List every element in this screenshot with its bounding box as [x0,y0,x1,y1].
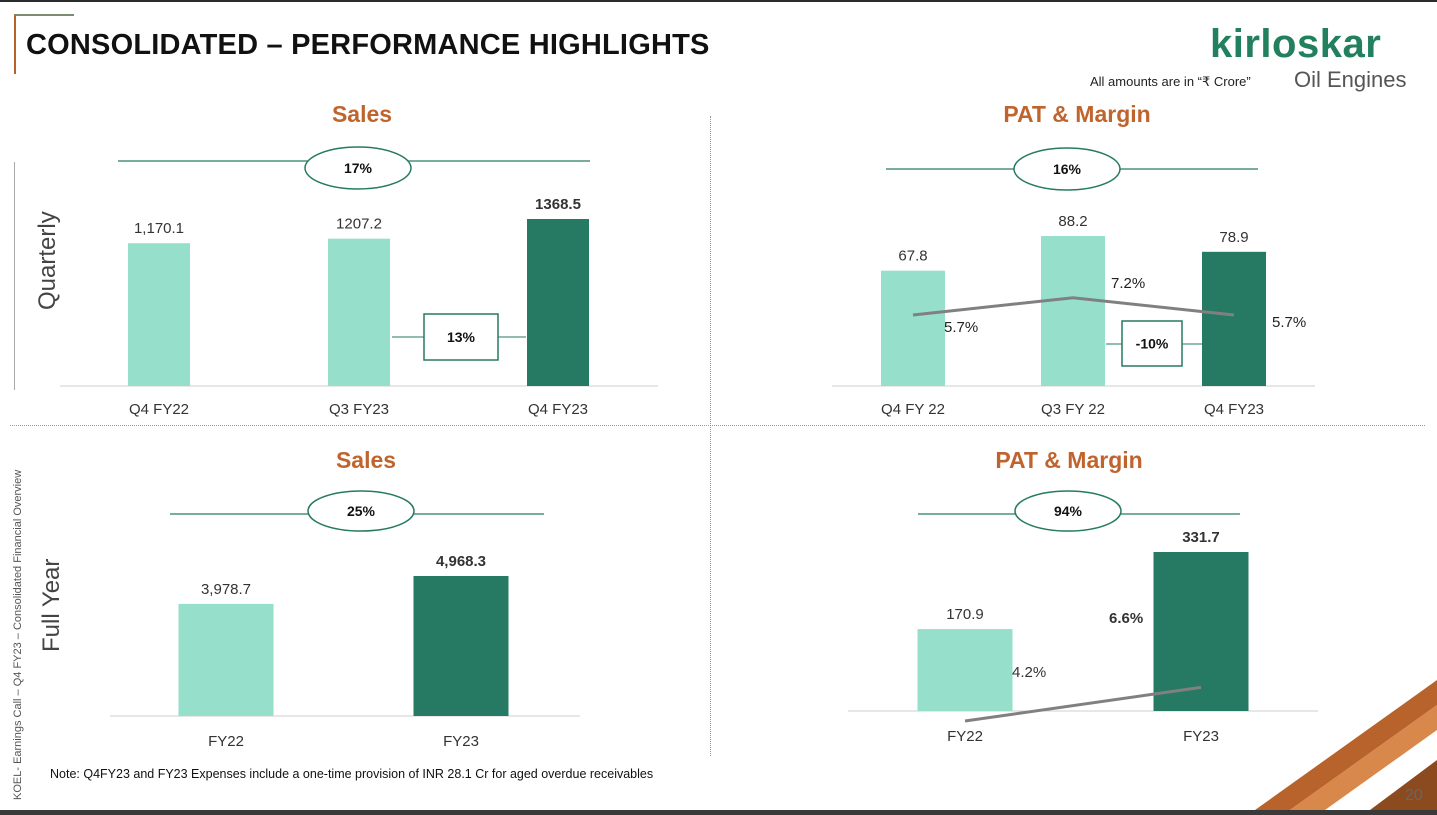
pat-quarterly-margin-label: 5.7% [944,319,978,336]
pat-quarterly-margin-label: 7.2% [1111,275,1145,292]
footnote: Note: Q4FY23 and FY23 Expenses include a… [50,767,654,781]
sales-quarterly-x-tick-label: Q4 FY23 [528,401,588,418]
sales-quarterly-growth-label: 17% [344,160,373,176]
pat-fy-margin-line [964,685,1202,723]
logo-subtitle: Oil Engines [1294,67,1407,92]
pat-quarterly-value-label: 67.8 [898,248,927,265]
sales-quarterly-x-tick-label: Q4 FY22 [129,401,189,418]
amounts-note: All amounts are in “₹ Crore” [1090,74,1251,89]
sales-fy-bar [413,576,509,716]
pat-fy-growth-ellipse [1014,490,1122,532]
page-title: CONSOLIDATED – PERFORMANCE HIGHLIGHTS [26,29,710,61]
pat-quarterly-value-label: 78.9 [1219,229,1248,246]
pat-quarterly-seq-label: -10% [1136,336,1169,352]
pat-quarterly-bar [1041,236,1105,386]
pat-fy-bar [917,629,1013,711]
pat-fy-x-tick-label: FY22 [947,728,983,745]
pat-quarterly-growth-label: 16% [1053,161,1082,177]
row-separator-line [14,162,15,390]
pat-fy-growth-label: 94% [1054,503,1083,519]
sales-quarterly-bar [328,238,390,386]
sales-quarterly-value-label: 1,170.1 [134,220,184,237]
sales-quarterly-growth-ellipse [304,146,412,190]
vertical-divider [710,116,711,756]
sales-quarterly-value-label: 1368.5 [535,196,581,213]
pat-quarterly-x-tick-label: Q4 FY 22 [881,401,945,418]
pat-quarterly-growth-ellipse [1013,147,1121,191]
sales-fy-x-tick-label: FY22 [208,733,244,750]
title-accent [14,14,74,74]
sales-fy-growth-label: 25% [347,503,376,519]
pat-fy-bar [1153,552,1249,711]
pat-quarterly-title: PAT & Margin [1003,101,1150,127]
horizontal-divider [10,425,1425,426]
pat-quarterly-bar [881,270,945,386]
top-rule [0,0,1437,2]
pat-quarterly-x-tick-label: Q3 FY 22 [1041,401,1105,418]
sales-quarterly-bar [128,243,190,386]
bottom-rule [0,810,1437,815]
pat-fy-margin-label: 4.2% [1012,664,1046,681]
sales-fy-bar [178,603,274,716]
logo-text: kirloskar [1210,22,1382,66]
sales-quarterly-title: Sales [332,101,392,127]
pat-quarterly-x-tick-label: Q4 FY23 [1204,401,1264,418]
sales-quarterly-seq-box [423,313,499,361]
sales-fy-title: Sales [336,447,396,473]
sales-quarterly-seq-label: 13% [447,329,476,345]
sales-fy-value-label: 3,978.7 [201,581,251,598]
decorative-ribbon [1255,680,1437,810]
sales-fy-value-label: 4,968.3 [436,553,486,570]
pat-quarterly-bar [1202,251,1266,386]
kirloskar-logo: kirloskar [1210,22,1381,67]
sales-quarterly-value-label: 1207.2 [336,216,382,233]
pat-fy-margin-label: 6.6% [1109,610,1143,627]
pat-fy-value-label: 331.7 [1182,529,1220,546]
page-number: 20 [1405,787,1423,804]
pat-quarterly-margin-line [912,296,1235,317]
sales-fy-x-tick-label: FY23 [443,733,479,750]
pat-fy-x-tick-label: FY23 [1183,728,1219,745]
sales-quarterly-bar [527,219,589,386]
pat-quarterly-margin-label: 5.7% [1272,314,1306,331]
pat-fy-title: PAT & Margin [995,447,1142,473]
pat-quarterly-value-label: 88.2 [1058,213,1087,230]
pat-fy-value-label: 170.9 [946,606,984,623]
sales-fy-growth-ellipse [307,490,415,532]
sales-quarterly-x-tick-label: Q3 FY23 [329,401,389,418]
pat-quarterly-seq-box [1121,320,1183,367]
